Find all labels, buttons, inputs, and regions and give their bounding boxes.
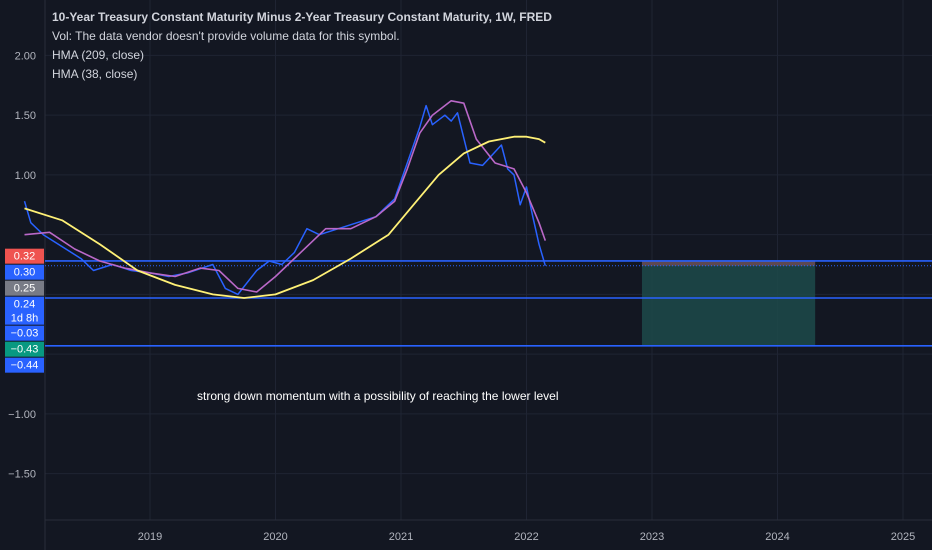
volume-note: Vol: The data vendor doesn't provide vol… <box>52 29 400 43</box>
y-tick-label: 1.50 <box>15 110 36 122</box>
x-axis: 2019 2020 2021 2022 2023 2024 2025 <box>138 531 915 543</box>
x-tick-label: 2019 <box>138 531 162 543</box>
y-tick-label: 2.00 <box>15 50 36 62</box>
horizontal-levels <box>45 260 932 347</box>
x-tick-label: 2022 <box>514 531 538 543</box>
chart-title: 10-Year Treasury Constant Maturity Minus… <box>52 10 552 24</box>
price-badge-label: 0.25 <box>14 283 35 295</box>
price-badge <box>5 264 44 280</box>
annotation-text: strong down momentum with a possibility … <box>197 389 559 403</box>
price-badge-label: −0.03 <box>11 328 39 340</box>
chart-legend: 10-Year Treasury Constant Maturity Minus… <box>52 8 552 84</box>
y-tick-label: 1.00 <box>15 170 36 182</box>
price-badge <box>5 325 44 341</box>
price-badge <box>5 248 44 264</box>
x-tick-label: 2024 <box>765 531 789 543</box>
projection-box <box>641 260 816 346</box>
x-tick-label: 2023 <box>640 531 664 543</box>
x-tick-label: 2021 <box>389 531 413 543</box>
x-tick-label: 2020 <box>263 531 287 543</box>
y-tick-label: −1.00 <box>8 409 36 421</box>
price-badge <box>5 357 44 373</box>
series-lines <box>23 100 547 299</box>
legend-hma-short: HMA (38, close) <box>52 67 138 81</box>
legend-hma-long: HMA (209, close) <box>52 48 145 62</box>
price-badge-label: 0.32 <box>14 251 35 263</box>
price-badge-label: −0.44 <box>11 360 39 372</box>
target-zone <box>641 260 816 346</box>
y-axis: 2.00 1.50 1.00 −1.00 −1.50 <box>8 50 36 480</box>
series-line <box>24 135 546 299</box>
price-badge <box>5 280 44 296</box>
stop-zone <box>641 260 816 266</box>
price-badge-label: 0.30 <box>14 267 35 279</box>
x-tick-label: 2025 <box>891 531 915 543</box>
price-badge-countdown: 1d 8h <box>11 313 39 325</box>
y-tick-label: −1.50 <box>8 469 36 481</box>
price-badge-label: 0.24 <box>14 299 35 311</box>
price-badge-label: −0.43 <box>11 344 39 356</box>
price-badge <box>5 296 44 325</box>
price-badges: 0.32 0.30 0.25 0.24 1d 8h −0.03 −0.43 −0.44 <box>5 248 44 373</box>
price-badge <box>5 341 44 357</box>
